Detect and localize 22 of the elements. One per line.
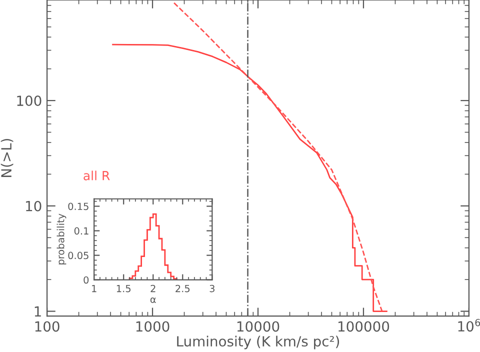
x-tick-label: 1000: [136, 321, 170, 332]
x-tick-label: 10000: [237, 321, 280, 332]
y-tick-label: 10: [26, 200, 42, 212]
x-tick-label: 100000: [338, 321, 390, 332]
x-tick-label: 2: [150, 284, 156, 292]
y-tick-label: 0: [84, 276, 89, 284]
y-tick-label: 0.05: [68, 252, 88, 260]
annotation: all R: [84, 170, 110, 180]
y-tick-label: 1: [34, 306, 41, 317]
x-tick-label: 10$^{6}$: [458, 318, 480, 332]
x-tick-label: 100: [35, 321, 60, 332]
x-tick-label: 2.5: [176, 284, 190, 292]
y-axis-title: N(>L): [0, 138, 14, 177]
x-axis-title: Luminosity (K km/s pc²): [177, 336, 340, 350]
x-tick-label: 1.5: [116, 285, 130, 292]
y-tick-label: 0.1: [74, 227, 88, 235]
y-tick-label: 0.15: [68, 202, 88, 210]
x-tick-label: 1: [92, 285, 96, 292]
x-tick-label: 3: [210, 284, 214, 292]
x-axis-title: α: [150, 297, 156, 304]
y-axis-title: probability: [56, 214, 66, 264]
y-tick-label: 100: [17, 96, 42, 106]
